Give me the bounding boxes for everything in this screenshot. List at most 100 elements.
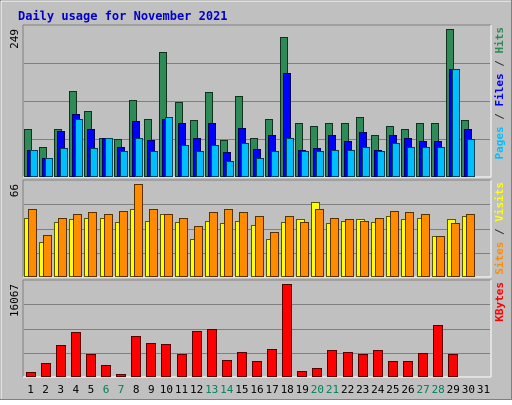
side-legend: Pages / Files / Hits — [493, 27, 506, 160]
side-legend-part: Hits — [493, 27, 506, 54]
bar-kbytes-day-7 — [116, 374, 126, 377]
bar-sites-day-8 — [134, 184, 143, 277]
day-label-22: 22 — [341, 383, 354, 396]
bar-sites-day-12 — [194, 226, 203, 277]
bar-sites-day-2 — [43, 235, 52, 277]
bar-kbytes-day-16 — [252, 361, 262, 377]
day-label-31: 31 — [477, 383, 490, 396]
day-label-20: 20 — [311, 383, 324, 396]
bar-sites-day-21 — [330, 218, 339, 277]
bar-sites-day-29 — [451, 223, 460, 277]
bar-pages-day-19 — [301, 151, 309, 177]
ymax-label: 249 — [8, 29, 21, 49]
bar-sites-day-18 — [285, 216, 294, 277]
bar-sites-day-28 — [436, 236, 445, 277]
side-legend-part: Pages — [493, 126, 506, 159]
bar-kbytes-day-10 — [161, 344, 171, 377]
bar-kbytes-day-25 — [388, 361, 398, 377]
bar-sites-day-5 — [88, 212, 97, 277]
bar-sites-day-16 — [255, 216, 264, 277]
bar-pages-day-25 — [392, 143, 400, 177]
bar-sites-day-22 — [345, 219, 354, 277]
bar-pages-day-2 — [45, 158, 53, 177]
bar-pages-day-3 — [60, 148, 68, 177]
bar-pages-day-24 — [377, 151, 385, 177]
bar-sites-day-30 — [466, 214, 475, 277]
bar-kbytes-day-9 — [146, 343, 156, 377]
side-legend-part: / — [493, 107, 506, 127]
bar-pages-day-28 — [437, 147, 445, 177]
day-label-27: 27 — [416, 383, 429, 396]
bar-pages-day-30 — [467, 139, 475, 177]
bar-pages-day-8 — [135, 138, 143, 177]
bar-pages-day-29 — [452, 69, 460, 177]
side-legend-part: / — [493, 54, 506, 74]
bar-sites-day-24 — [375, 218, 384, 277]
day-label-6: 6 — [103, 383, 110, 396]
side-legend: Sites / Visits — [493, 182, 506, 275]
bar-kbytes-day-14 — [222, 360, 232, 377]
bar-sites-day-14 — [224, 209, 233, 277]
day-label-24: 24 — [371, 383, 385, 396]
bar-kbytes-day-15 — [237, 352, 247, 377]
ymax-label: 16067 — [8, 284, 21, 317]
bar-pages-day-16 — [256, 158, 264, 177]
bar-kbytes-day-20 — [312, 368, 322, 377]
bar-kbytes-day-8 — [131, 336, 141, 377]
bar-kbytes-day-5 — [86, 354, 96, 377]
day-label-1: 1 — [27, 383, 34, 396]
day-label-10: 10 — [160, 383, 173, 396]
day-label-9: 9 — [148, 383, 155, 396]
bar-pages-day-9 — [150, 151, 158, 177]
bar-kbytes-day-28 — [433, 325, 443, 377]
panel-background — [23, 280, 491, 377]
bar-pages-day-11 — [181, 145, 189, 177]
bar-kbytes-day-23 — [358, 354, 368, 377]
bar-pages-day-20 — [316, 151, 324, 177]
day-label-8: 8 — [133, 383, 140, 396]
bar-kbytes-day-2 — [41, 363, 51, 377]
bar-pages-day-26 — [407, 147, 415, 177]
bar-kbytes-day-6 — [101, 365, 111, 377]
bar-sites-day-9 — [149, 209, 158, 277]
bar-pages-day-22 — [347, 150, 355, 177]
day-label-13: 13 — [205, 383, 218, 396]
bar-kbytes-day-13 — [207, 329, 217, 377]
side-legend-part: Files — [493, 73, 506, 106]
bar-pages-day-15 — [241, 143, 249, 177]
chart-title: Daily usage for November 2021 — [18, 9, 228, 23]
day-label-30: 30 — [462, 383, 475, 396]
side-legend-part: / — [493, 222, 506, 242]
day-label-21: 21 — [326, 383, 339, 396]
day-label-18: 18 — [281, 383, 294, 396]
bar-pages-day-7 — [120, 151, 128, 177]
day-label-3: 3 — [57, 383, 64, 396]
bar-sites-day-19 — [300, 222, 309, 277]
bar-pages-day-5 — [90, 148, 98, 177]
bar-pages-day-4 — [75, 119, 83, 177]
ymax-label: 66 — [8, 184, 21, 197]
bar-kbytes-day-26 — [403, 361, 413, 377]
bar-pages-day-14 — [226, 161, 234, 177]
bar-sites-day-7 — [119, 211, 128, 277]
day-label-19: 19 — [296, 383, 309, 396]
side-legend: KBytes — [493, 282, 506, 322]
bar-kbytes-day-24 — [373, 350, 383, 377]
bar-pages-day-17 — [271, 151, 279, 177]
bar-kbytes-day-29 — [448, 354, 458, 377]
bar-kbytes-day-22 — [343, 352, 353, 377]
bar-kbytes-day-27 — [418, 353, 428, 377]
day-label-14: 14 — [220, 383, 234, 396]
bar-sites-day-25 — [390, 211, 399, 277]
bar-sites-day-13 — [209, 212, 218, 277]
bar-kbytes-day-12 — [192, 331, 202, 377]
day-label-15: 15 — [235, 383, 248, 396]
bar-sites-day-15 — [239, 212, 248, 277]
bar-pages-day-27 — [422, 147, 430, 177]
side-legend-part: KBytes — [493, 282, 506, 322]
bar-sites-day-11 — [179, 218, 188, 277]
day-label-5: 5 — [88, 383, 95, 396]
bar-sites-day-17 — [270, 232, 279, 277]
bar-sites-day-3 — [58, 218, 67, 277]
